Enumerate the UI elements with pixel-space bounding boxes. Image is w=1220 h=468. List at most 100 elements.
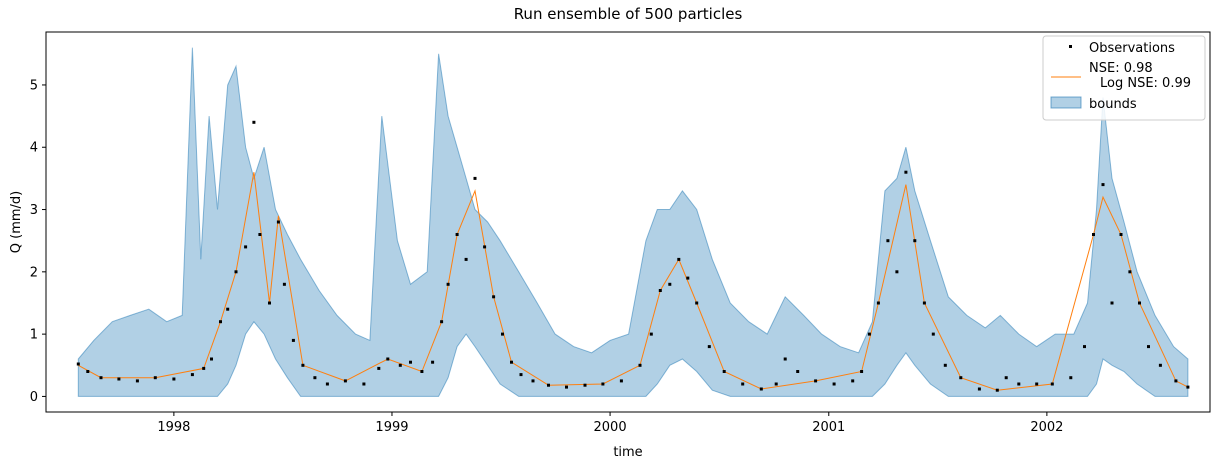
plot-frame	[45, 31, 1211, 413]
observation-point	[153, 376, 157, 380]
observation-point	[867, 332, 871, 336]
observation-point	[386, 357, 390, 361]
observation-point	[619, 379, 623, 383]
observation-point	[943, 363, 947, 367]
observation-point	[649, 332, 653, 336]
observation-point	[258, 233, 262, 236]
observation-point	[219, 320, 222, 324]
observation-point	[1083, 345, 1086, 349]
observation-point	[226, 307, 230, 311]
observation-point	[244, 245, 248, 249]
observation-point	[1035, 382, 1039, 386]
legend-label-log-nse: Log NSE: 0.99	[1100, 76, 1191, 91]
observation-point	[464, 257, 468, 261]
observation-point	[1004, 376, 1008, 380]
legend-item-observations: Observations	[1069, 41, 1175, 56]
observation-point	[409, 360, 412, 364]
observation-point	[343, 379, 347, 383]
observation-point	[1119, 233, 1123, 236]
x-tick-label: 2001	[812, 420, 845, 435]
y-tick-label: 5	[30, 78, 38, 93]
legend: Observations NSE: 0.98 Log NSE: 0.99 bou…	[1042, 35, 1206, 121]
observation-point	[252, 120, 256, 124]
y-axis: 0 1 2 3 4 5	[30, 78, 46, 405]
observation-point	[977, 387, 981, 391]
observation-point	[686, 276, 690, 280]
observation-point	[510, 360, 513, 364]
observation-point	[722, 370, 726, 373]
observation-point	[895, 270, 899, 274]
x-tick-label: 1998	[157, 420, 190, 435]
y-tick-label: 1	[30, 328, 38, 343]
observation-point	[282, 282, 286, 286]
legend-frame	[1042, 35, 1206, 121]
observation-point	[796, 370, 800, 373]
observation-point	[783, 357, 787, 361]
observation-point	[565, 385, 568, 389]
observation-point	[1128, 270, 1132, 274]
observation-point	[276, 220, 280, 224]
observation-point	[741, 382, 745, 386]
observation-point	[234, 270, 238, 274]
legend-label-observations: Observations	[1089, 41, 1175, 56]
observation-point	[677, 257, 681, 261]
legend-patch-marker	[1050, 96, 1082, 109]
observation-point	[1174, 379, 1178, 383]
observation-point	[814, 379, 818, 383]
observation-point	[440, 320, 444, 324]
observation-point	[638, 363, 642, 367]
observation-point	[922, 301, 926, 305]
x-tick-label: 1999	[375, 420, 408, 435]
observation-point	[291, 338, 295, 342]
legend-dot-marker	[1069, 45, 1072, 48]
observation-point	[531, 379, 535, 383]
y-axis-label: Q (mm/d)	[9, 191, 24, 253]
observation-point	[377, 366, 381, 370]
observation-point	[202, 366, 206, 370]
observation-point	[99, 376, 103, 380]
bounds-band	[77, 47, 1189, 397]
observation-point	[886, 239, 890, 243]
observation-point	[995, 388, 999, 392]
observation-point	[76, 362, 80, 366]
observation-point	[210, 357, 213, 361]
observation-point	[190, 373, 194, 377]
legend-item-simulation: NSE: 0.98 Log NSE: 0.99	[1051, 61, 1191, 91]
observation-point	[446, 282, 450, 286]
observation-point	[658, 289, 662, 292]
observation-point	[519, 373, 523, 377]
chart-title: Run ensemble of 500 particles	[514, 5, 743, 23]
legend-label-bounds: bounds	[1089, 97, 1137, 112]
x-tick-label: 2000	[594, 420, 627, 435]
observation-point	[1101, 183, 1105, 187]
observation-point	[851, 379, 855, 383]
observation-point	[860, 370, 864, 373]
observation-point	[959, 376, 963, 380]
observation-point	[1069, 376, 1073, 380]
observation-point	[362, 382, 366, 386]
observation-point	[473, 176, 477, 180]
x-axis-label: time	[613, 445, 642, 460]
observation-point	[117, 377, 121, 381]
observation-point	[431, 360, 435, 364]
observation-point	[707, 345, 711, 349]
observation-point	[1158, 363, 1162, 367]
observation-point	[668, 282, 672, 286]
observation-point	[325, 382, 329, 386]
y-tick-label: 3	[30, 203, 38, 218]
observation-point	[172, 377, 176, 381]
observation-point	[583, 383, 587, 387]
observation-point	[492, 295, 496, 299]
observation-point	[483, 245, 487, 249]
observation-point	[1147, 345, 1150, 349]
observation-point	[1017, 382, 1021, 386]
y-tick-label: 4	[30, 141, 38, 156]
observation-point	[547, 383, 550, 387]
observation-point	[398, 363, 402, 367]
observation-point	[759, 387, 763, 391]
observation-point	[695, 301, 699, 305]
observation-point	[301, 363, 305, 367]
observation-point	[1186, 385, 1190, 389]
observation-point	[455, 233, 459, 236]
